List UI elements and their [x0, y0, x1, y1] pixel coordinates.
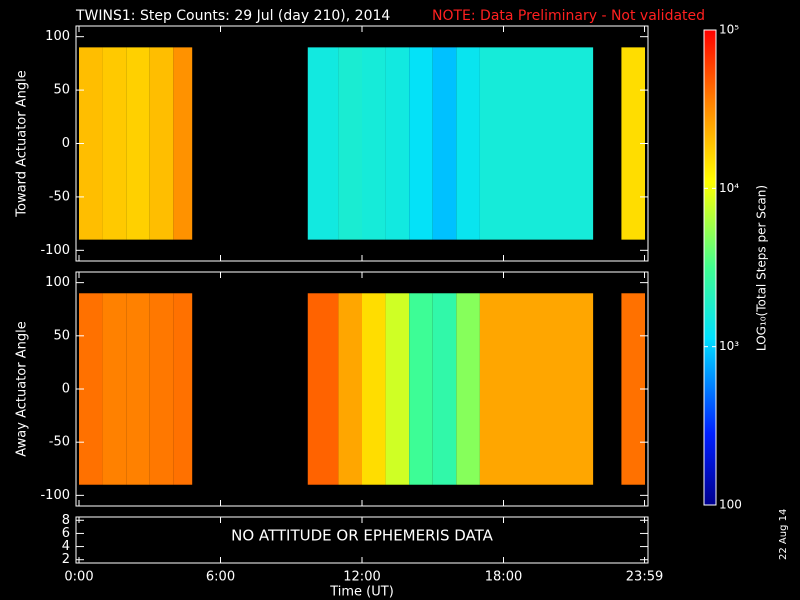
- y-tick-label: -100: [40, 243, 70, 258]
- y-tick-label: 50: [53, 328, 70, 343]
- heatmap-cell: [409, 47, 433, 240]
- heatmap-cell: [79, 293, 103, 485]
- heatmap-cell: [126, 293, 150, 485]
- heatmap-cell: [102, 293, 127, 485]
- colorbar-tick-label: 10³: [719, 339, 739, 353]
- y-tick-label: 50: [53, 83, 70, 98]
- heatmap-cell: [149, 293, 174, 485]
- chart-title: TWINS1: Step Counts: 29 Jul (day 210), 2…: [75, 8, 390, 24]
- heatmap-cell: [385, 47, 410, 240]
- colorbar-label: LOG₁₀(Total Steps per Scan): [755, 185, 769, 351]
- y-tick-label: 0: [62, 136, 70, 151]
- colorbar-tick-label: 10⁵: [719, 23, 739, 37]
- y-tick-label: 6: [62, 526, 70, 541]
- colorbar: [703, 29, 717, 506]
- heatmap-cell: [456, 47, 480, 240]
- heatmap-cell: [307, 293, 339, 485]
- heatmap-cell: [149, 47, 174, 240]
- heatmap-cell: [126, 47, 150, 240]
- heatmap-cell: [338, 293, 362, 485]
- heatmap-cell: [362, 293, 386, 485]
- heatmap-cell: [432, 47, 457, 240]
- heatmap-cell: [173, 293, 193, 485]
- y-tick-label: 100: [45, 29, 70, 44]
- heatmap-cell: [479, 47, 594, 240]
- x-axis-label: Time (UT): [329, 585, 394, 600]
- annotation: NO ATTITUDE OR EPHEMERIS DATA: [231, 527, 494, 545]
- heatmap-cell: [173, 47, 193, 240]
- heatmap-cell: [479, 293, 594, 485]
- heatmap-cell: [307, 47, 339, 240]
- y-tick-label: -100: [40, 488, 70, 503]
- x-tick-label: 0:00: [64, 570, 93, 585]
- note: NOTE: Data Preliminary - Not validated: [432, 8, 705, 24]
- y-tick-label: 4: [62, 539, 70, 554]
- heatmap-cell: [385, 293, 410, 485]
- heatmap-cell: [621, 293, 645, 485]
- y-tick-label: 2: [62, 552, 70, 567]
- heatmap-cell: [362, 47, 386, 240]
- y-axis-label: Away Actuator Angle: [15, 321, 30, 456]
- heatmap-cell: [338, 47, 362, 240]
- y-tick-label: 100: [45, 275, 70, 290]
- heatmap-cell: [432, 293, 457, 485]
- x-tick-label: 23:59: [626, 570, 663, 585]
- x-tick-label: 18:00: [485, 570, 522, 585]
- date-stamp: 22 Aug 14: [778, 509, 789, 560]
- y-axis-label: Toward Actuator Angle: [15, 70, 30, 217]
- heatmap-cell: [456, 293, 480, 485]
- y-tick-label: -50: [49, 189, 70, 204]
- x-tick-label: 6:00: [206, 570, 235, 585]
- heatmap-cell: [409, 293, 433, 485]
- colorbar-tick-label: 10⁴: [719, 181, 739, 195]
- heatmap-cell: [102, 47, 127, 240]
- colorbar-tick-label: 100: [719, 498, 742, 512]
- y-tick-label: 0: [62, 382, 70, 397]
- y-tick-label: 8: [62, 513, 70, 528]
- heatmap-cell: [79, 47, 103, 240]
- x-tick-label: 12:00: [343, 570, 380, 585]
- y-tick-label: -50: [49, 435, 70, 450]
- heatmap-cell: [621, 47, 645, 240]
